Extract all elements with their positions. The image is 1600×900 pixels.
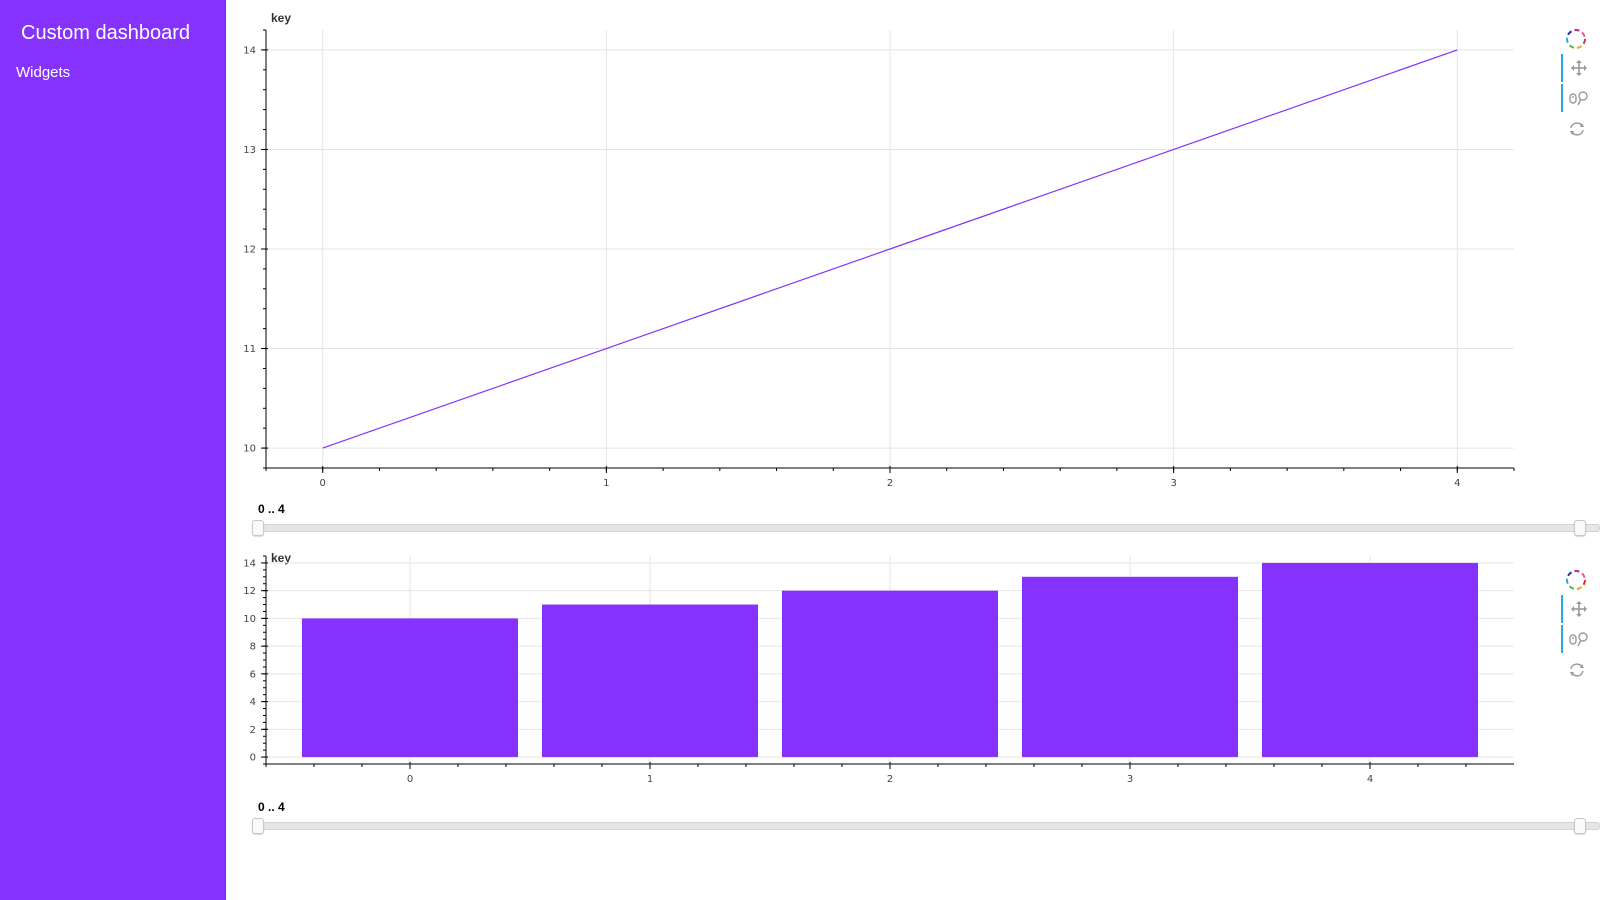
y-tick-label: 13 <box>243 145 256 156</box>
y-tick-label: 2 <box>250 725 256 736</box>
sidebar: Custom dashboard Widgets <box>0 0 226 900</box>
reset-icon[interactable] <box>1561 656 1591 684</box>
x-tick-label: 2 <box>887 774 893 785</box>
wheel-zoom-icon[interactable] <box>1561 625 1591 653</box>
y-tick-label: 12 <box>243 586 256 597</box>
reset-icon[interactable] <box>1561 115 1591 143</box>
range-slider-track[interactable] <box>254 524 1600 532</box>
main-content: key 0 1 2 3 4 10 11 12 13 14 <box>226 0 1600 900</box>
plot-title: key <box>271 551 291 565</box>
range-slider[interactable] <box>252 518 1600 538</box>
range-slider-end-handle[interactable] <box>1574 818 1586 834</box>
y-tick-label: 12 <box>243 245 256 256</box>
range-slider-label: 0 .. 4 <box>258 800 285 814</box>
x-tick-label: 0 <box>407 774 413 785</box>
x-tick-label: 4 <box>1454 478 1460 489</box>
plot-title: key <box>271 11 291 25</box>
range-slider-start-handle[interactable] <box>252 520 264 536</box>
range-slider-track[interactable] <box>254 822 1600 830</box>
bar[interactable] <box>542 604 758 758</box>
range-slider[interactable] <box>252 816 1600 836</box>
bar[interactable] <box>782 590 998 758</box>
x-tick-label: 3 <box>1127 774 1133 785</box>
y-tick-label: 14 <box>243 558 256 569</box>
pan-icon[interactable] <box>1561 54 1591 82</box>
range-slider-start-handle[interactable] <box>252 818 264 834</box>
bokeh-logo-icon[interactable] <box>1561 25 1591 53</box>
wheel-zoom-icon[interactable] <box>1561 84 1591 112</box>
range-slider-end-handle[interactable] <box>1574 520 1586 536</box>
y-tick-label: 8 <box>250 642 256 653</box>
y-tick-label: 10 <box>243 614 256 625</box>
y-tick-label: 10 <box>243 444 256 455</box>
bar[interactable] <box>1262 562 1478 758</box>
x-tick-label: 1 <box>647 774 653 785</box>
x-tick-label: 0 <box>320 478 326 489</box>
y-tick-label: 6 <box>250 669 256 680</box>
line-series[interactable] <box>322 49 1458 449</box>
x-tick-label: 3 <box>1170 478 1176 489</box>
sidebar-title: Custom dashboard <box>21 22 190 44</box>
sidebar-item-widgets[interactable]: Widgets <box>16 64 71 81</box>
y-tick-label: 14 <box>243 45 256 56</box>
y-tick-label: 4 <box>250 697 256 708</box>
x-tick-label: 2 <box>887 478 893 489</box>
x-tick-label: 1 <box>603 478 609 489</box>
range-slider-label: 0 .. 4 <box>258 502 285 516</box>
x-tick-label: 4 <box>1367 774 1373 785</box>
bokeh-logo-icon[interactable] <box>1561 566 1591 594</box>
pan-icon[interactable] <box>1561 595 1591 623</box>
y-tick-label: 0 <box>250 753 256 764</box>
bar[interactable] <box>1022 576 1238 758</box>
bar[interactable] <box>302 618 518 758</box>
y-tick-label: 11 <box>243 344 256 355</box>
